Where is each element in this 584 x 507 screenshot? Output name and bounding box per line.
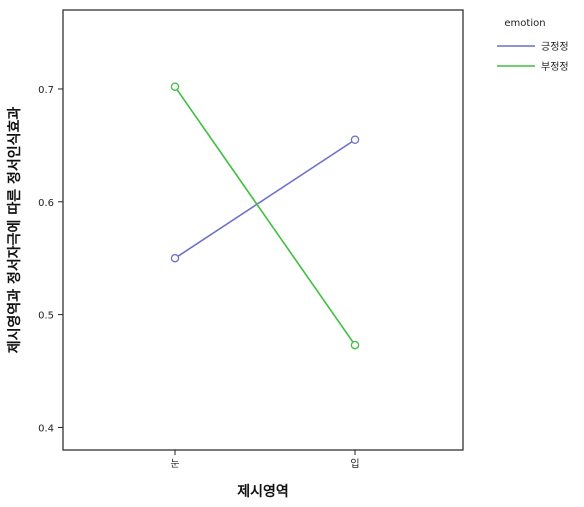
y-tick-label: 0.5 xyxy=(38,311,54,322)
x-tick-label: 입 xyxy=(350,457,359,470)
y-tick-label: 0.4 xyxy=(38,423,54,434)
data-point xyxy=(350,340,360,350)
y-tick-label: 0.7 xyxy=(38,85,54,96)
legend-label: 긍정정 xyxy=(541,41,569,53)
y-axis: 0.4 0.5 0.6 0.7 xyxy=(38,85,63,434)
plot-frame xyxy=(62,9,464,451)
y-axis-title: 제시영역과 정서자극에 따른 정서인식효과 xyxy=(6,107,23,354)
legend-title: emotion xyxy=(504,18,545,29)
series-layer xyxy=(170,82,360,350)
y-tick-label: 0.6 xyxy=(38,198,54,209)
x-axis-title: 제시영역 xyxy=(237,483,289,500)
data-point xyxy=(170,82,180,91)
legend-label: 부정정 xyxy=(541,61,569,73)
x-tick-label: 눈 xyxy=(170,458,179,470)
data-point xyxy=(170,253,180,263)
series-line xyxy=(174,86,356,346)
data-point xyxy=(350,135,360,144)
series-line xyxy=(174,139,356,259)
